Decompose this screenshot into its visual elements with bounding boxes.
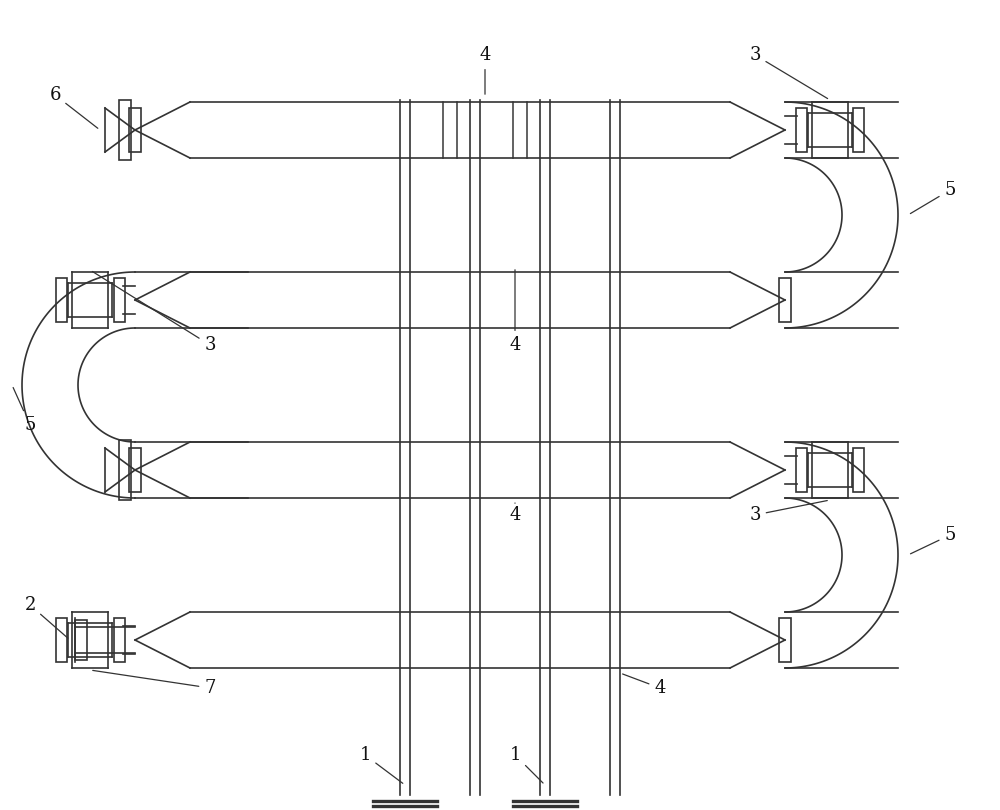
Bar (75, 620, 87, 660)
Text: 4: 4 (509, 270, 521, 354)
Bar (56, 618, 67, 662)
Text: 5: 5 (13, 387, 36, 434)
Text: 3: 3 (749, 46, 828, 99)
Bar (114, 618, 125, 662)
Bar (779, 618, 791, 662)
Text: 1: 1 (509, 746, 543, 783)
Bar (853, 108, 864, 152)
Text: 7: 7 (93, 671, 216, 697)
Text: 5: 5 (910, 181, 956, 214)
Text: 6: 6 (49, 86, 98, 128)
Bar (114, 278, 125, 322)
Text: 3: 3 (749, 501, 827, 524)
Bar (779, 278, 791, 322)
Bar (129, 448, 141, 492)
Bar (853, 448, 864, 492)
Bar (796, 448, 806, 492)
Text: 5: 5 (911, 526, 956, 554)
Text: 3: 3 (92, 271, 216, 354)
Bar (129, 108, 141, 152)
Bar (796, 108, 806, 152)
Text: 4: 4 (623, 674, 666, 697)
Bar (56, 278, 67, 322)
Text: 2: 2 (24, 596, 68, 638)
Text: 4: 4 (479, 46, 491, 94)
Text: 1: 1 (359, 746, 403, 783)
Bar (119, 440, 131, 500)
Bar (119, 100, 131, 160)
Text: 4: 4 (509, 503, 521, 524)
